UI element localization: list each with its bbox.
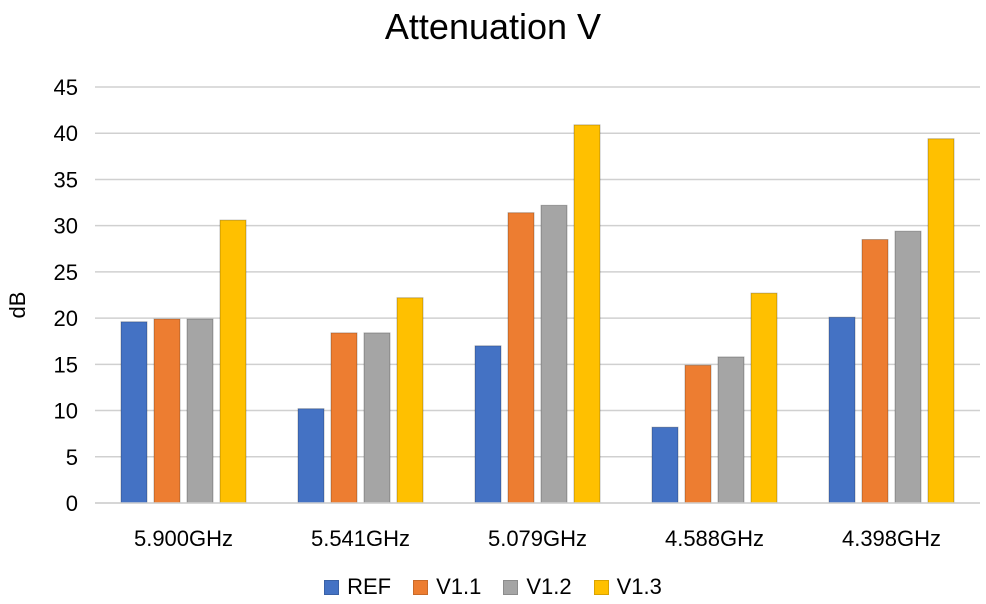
legend-item: V1.3 — [593, 574, 662, 600]
y-tick-label: 45 — [54, 75, 78, 100]
y-tick-label: 10 — [54, 399, 78, 424]
bar — [927, 138, 955, 504]
bar — [573, 124, 601, 504]
bar — [684, 364, 712, 504]
x-tick-label: 4.588GHz — [665, 526, 764, 551]
bar — [894, 230, 922, 504]
bar — [717, 356, 745, 504]
bar — [219, 219, 247, 504]
x-tick-label: 5.900GHz — [134, 526, 233, 551]
y-tick-label: 20 — [54, 306, 78, 331]
bar — [861, 239, 889, 504]
y-tick-label: 25 — [54, 260, 78, 285]
bar — [120, 321, 148, 504]
legend-label: V1.2 — [526, 574, 572, 599]
legend-swatch — [324, 579, 340, 595]
legend-item: V1.1 — [413, 574, 481, 600]
bar — [507, 212, 535, 504]
bar — [474, 345, 502, 504]
legend: REF V1.1 V1.2 V1.3 — [0, 574, 986, 600]
y-tick-label: 15 — [54, 352, 78, 377]
legend-label: V1.3 — [616, 574, 662, 599]
bar — [363, 332, 391, 504]
x-tick-label: 5.541GHz — [311, 526, 410, 551]
bar — [828, 316, 856, 504]
legend-label: REF — [347, 574, 392, 599]
legend-item: V1.2 — [503, 574, 572, 600]
y-tick-label: 30 — [54, 214, 78, 239]
bar — [153, 318, 181, 504]
bar — [651, 426, 679, 504]
bar — [396, 297, 424, 504]
bar — [750, 292, 778, 504]
bar — [330, 332, 358, 504]
bar — [540, 204, 568, 504]
y-tick-label: 0 — [66, 491, 78, 516]
x-tick-label: 4.398GHz — [842, 526, 941, 551]
legend-item: REF — [324, 574, 391, 600]
legend-label: V1.1 — [436, 574, 482, 599]
legend-swatch — [413, 579, 429, 595]
bar — [186, 318, 214, 504]
legend-swatch — [593, 579, 609, 595]
bar — [297, 408, 325, 504]
y-tick-label: 5 — [66, 445, 78, 470]
y-tick-label: 35 — [54, 167, 78, 192]
x-tick-label: 5.079GHz — [488, 526, 587, 551]
y-tick-label: 40 — [54, 121, 78, 146]
chart-title: Attenuation V — [384, 6, 602, 47]
legend-swatch — [503, 579, 519, 595]
